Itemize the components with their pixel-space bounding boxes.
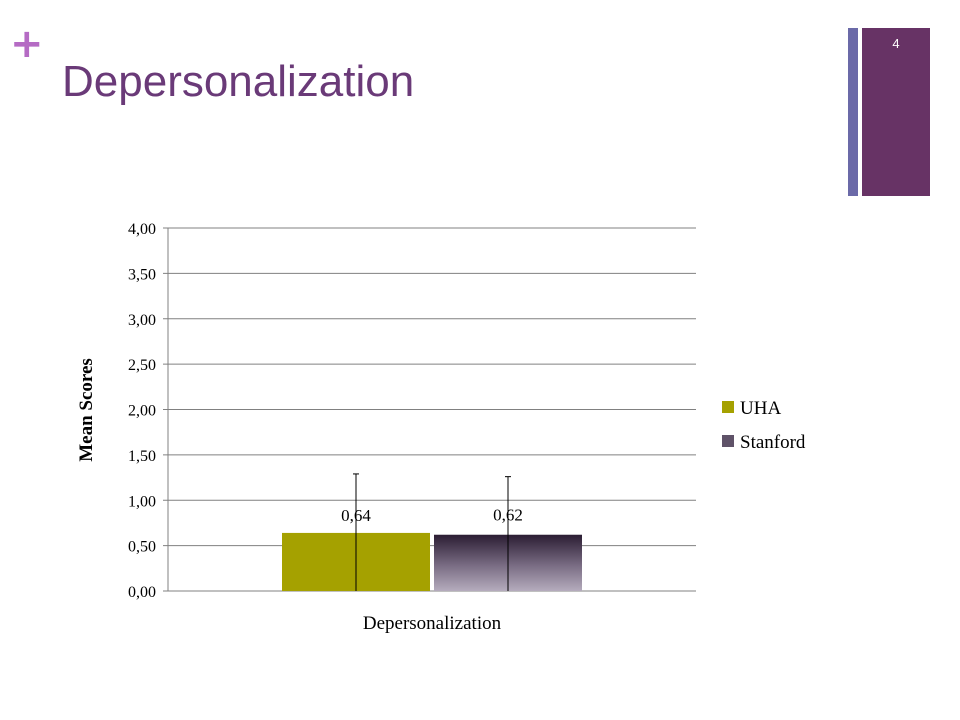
x-tick-label: Depersonalization (363, 613, 502, 634)
slide-number: 4 (892, 36, 900, 51)
y-axis-label: Mean Scores (76, 358, 97, 462)
y-tick-label: 4,00 (128, 221, 156, 238)
data-label: 0,62 (493, 506, 523, 525)
legend-label: UHA (740, 398, 781, 419)
legend-swatch-uha (722, 401, 734, 413)
y-tick-label: 2,00 (128, 403, 156, 420)
y-tick-label: 1,50 (128, 448, 156, 465)
accent-stripe-thin (848, 28, 858, 196)
y-tick-label: 2,50 (128, 357, 156, 374)
data-label: 0,64 (341, 506, 371, 525)
legend-swatch-stanford (722, 435, 734, 447)
accent-stripe-wide (862, 28, 930, 196)
plus-icon: + (10, 21, 44, 67)
y-tick-label: 1,00 (128, 493, 156, 510)
slide-title: Depersonalization (62, 57, 415, 106)
y-tick-label: 0,50 (128, 539, 156, 556)
legend-label: Stanford (740, 432, 806, 453)
y-tick-label: 0,00 (128, 584, 156, 601)
y-tick-label: 3,00 (128, 312, 156, 329)
y-tick-label: 3,50 (128, 266, 156, 283)
